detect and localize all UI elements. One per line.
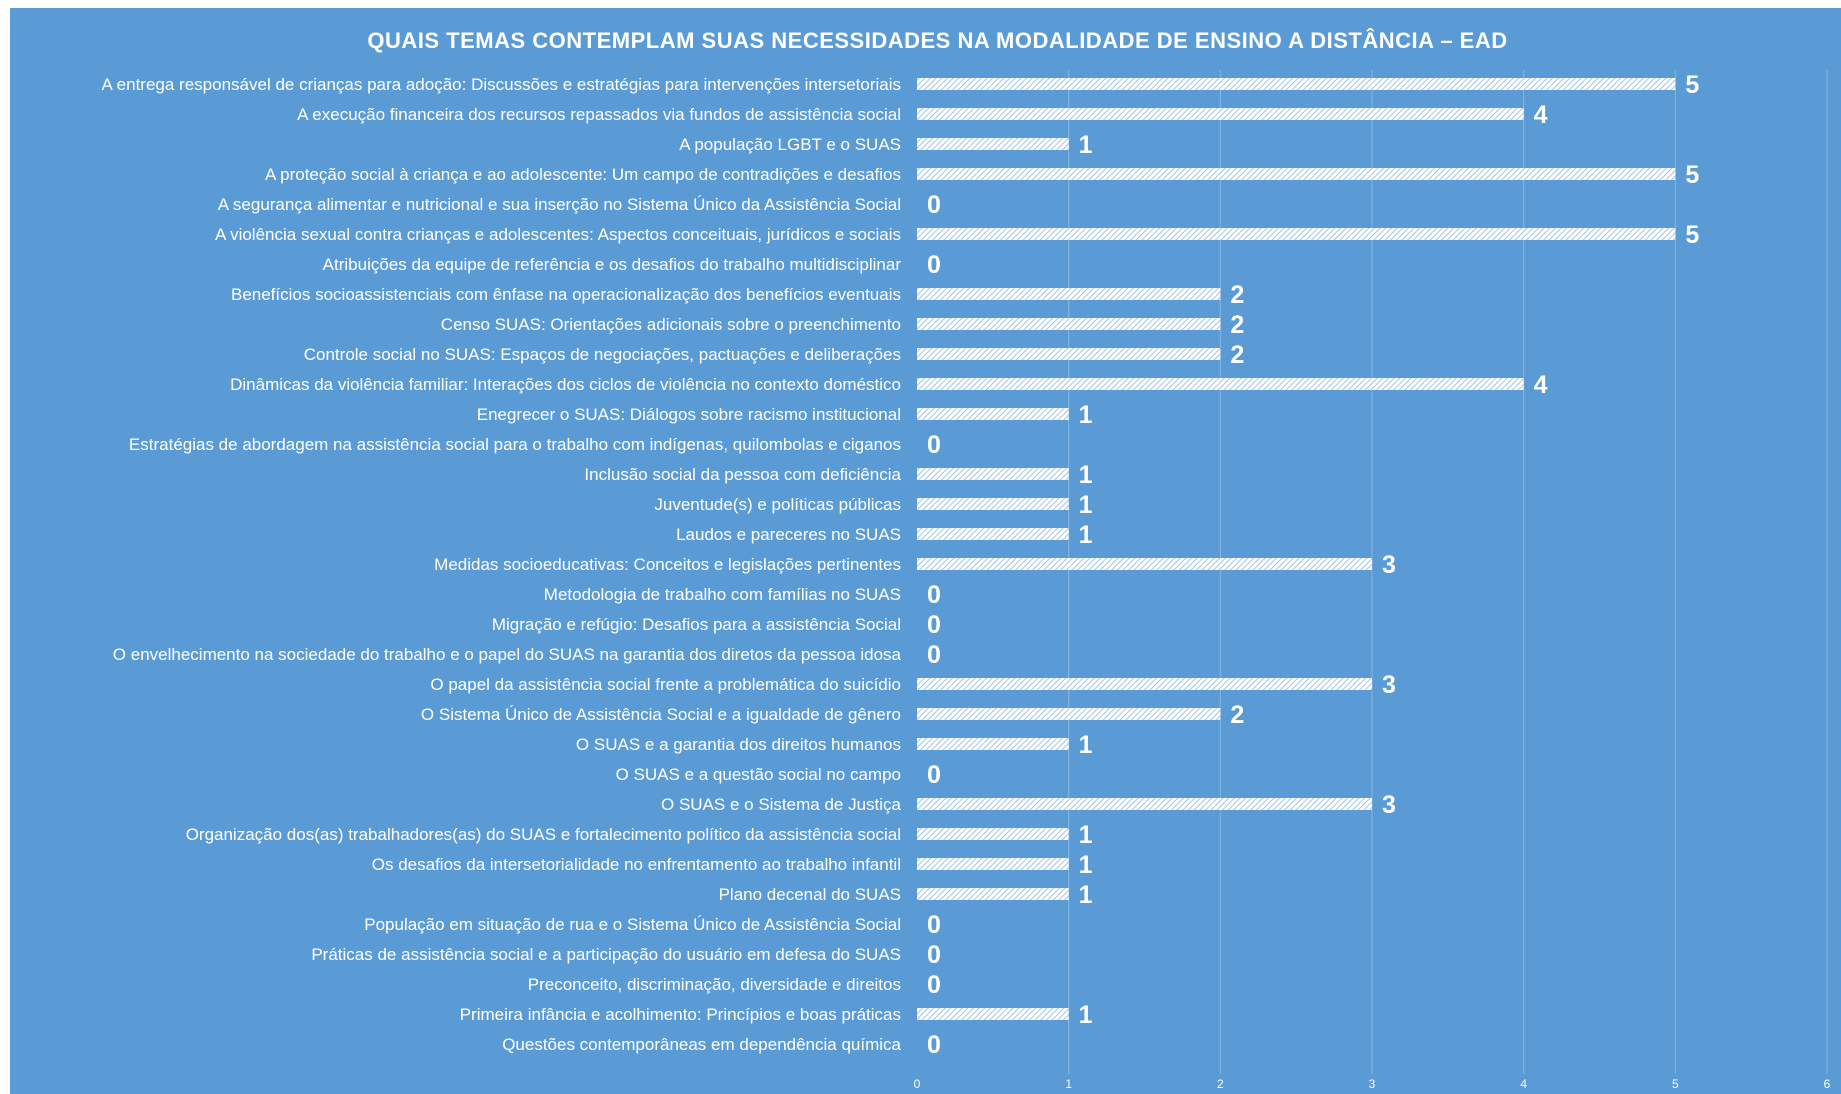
category-label: Controle social no SUAS: Espaços de nego… (304, 345, 901, 364)
category-label: Preconceito, discriminação, diversidade … (528, 975, 901, 994)
chart-title: QUAIS TEMAS CONTEMPLAM SUAS NECESSIDADES… (367, 28, 1508, 53)
data-label: 2 (1230, 281, 1244, 309)
data-label: 5 (1685, 161, 1699, 189)
category-label: Organização dos(as) trabalhadores(as) do… (186, 825, 901, 844)
bar (917, 828, 1069, 840)
data-label: 3 (1382, 791, 1396, 819)
bar (917, 678, 1372, 690)
bar (917, 408, 1069, 420)
data-label: 4 (1534, 101, 1548, 129)
category-label: O SUAS e a questão social no campo (616, 765, 901, 784)
bar (917, 318, 1221, 330)
data-label: 3 (1382, 671, 1396, 699)
category-label: Juventude(s) e políticas públicas (654, 495, 901, 514)
data-label: 2 (1230, 341, 1244, 369)
data-label: 1 (1079, 521, 1093, 549)
data-label: 0 (927, 191, 941, 219)
category-label: Dinâmicas da violência familiar: Interaç… (230, 375, 901, 394)
category-label: A proteção social à criança e ao adolesc… (265, 165, 901, 184)
category-label: Estratégias de abordagem na assistência … (129, 435, 901, 454)
category-label: O SUAS e o Sistema de Justiça (661, 795, 902, 814)
category-label: O SUAS e a garantia dos direitos humanos (576, 735, 901, 754)
data-label: 1 (1079, 491, 1093, 519)
category-label: O Sistema Único de Assistência Social e … (421, 705, 901, 724)
data-label: 0 (927, 971, 941, 999)
data-label: 1 (1079, 821, 1093, 849)
bar (917, 498, 1069, 510)
data-label: 1 (1079, 881, 1093, 909)
data-label: 1 (1079, 131, 1093, 159)
category-label: O envelhecimento na sociedade do trabalh… (113, 645, 902, 664)
category-label: A segurança alimentar e nutricional e su… (218, 195, 901, 214)
category-label: Os desafios da intersetorialidade no enf… (372, 855, 901, 874)
x-tick-label: 1 (1065, 1077, 1072, 1091)
x-tick-label: 0 (914, 1077, 921, 1091)
data-label: 1 (1079, 401, 1093, 429)
x-tick-label: 3 (1369, 1077, 1376, 1091)
category-label: Plano decenal do SUAS (719, 885, 901, 904)
category-label: Primeira infância e acolhimento: Princíp… (460, 1005, 901, 1024)
data-label: 2 (1230, 311, 1244, 339)
category-label: Benefícios socioassistenciais com ênfase… (231, 285, 901, 304)
bar (917, 858, 1069, 870)
category-label: Metodologia de trabalho com famílias no … (544, 585, 901, 604)
bar (917, 78, 1676, 90)
data-label: 1 (1079, 851, 1093, 879)
category-label: Censo SUAS: Orientações adicionais sobre… (441, 315, 901, 334)
category-label: Inclusão social da pessoa com deficiênci… (584, 465, 901, 484)
x-tick-label: 4 (1520, 1077, 1527, 1091)
bar (917, 348, 1221, 360)
data-label: 1 (1079, 731, 1093, 759)
bar (917, 108, 1524, 120)
category-label: População em situação de rua e o Sistema… (364, 915, 901, 934)
bar (917, 558, 1372, 570)
x-tick-label: 2 (1217, 1077, 1224, 1091)
data-label: 0 (927, 761, 941, 789)
data-label: 0 (927, 911, 941, 939)
data-label: 4 (1534, 371, 1548, 399)
category-label: Enegrecer o SUAS: Diálogos sobre racismo… (477, 405, 901, 424)
chart-svg: A entrega responsável de crianças para a… (102, 70, 1831, 1091)
data-label: 0 (927, 611, 941, 639)
data-label: 0 (927, 431, 941, 459)
category-label: Práticas de assistência social e a parti… (311, 945, 901, 964)
bar (917, 1008, 1069, 1020)
bar (917, 468, 1069, 480)
category-label: Medidas socioeducativas: Conceitos e leg… (434, 555, 901, 574)
data-label: 2 (1230, 701, 1244, 729)
data-label: 1 (1079, 461, 1093, 489)
data-label: 1 (1079, 1001, 1093, 1029)
bar (917, 738, 1069, 750)
chart-area: QUAIS TEMAS CONTEMPLAM SUAS NECESSIDADES… (10, 8, 1841, 1094)
bar (917, 168, 1676, 180)
category-label: A violência sexual contra crianças e ado… (215, 225, 901, 244)
bar (917, 228, 1676, 240)
data-label: 0 (927, 581, 941, 609)
category-label: O papel da assistência social frente a p… (430, 675, 901, 694)
bar (917, 708, 1221, 720)
data-label: 0 (927, 941, 941, 969)
bar (917, 378, 1524, 390)
bar (917, 888, 1069, 900)
bar (917, 528, 1069, 540)
data-label: 0 (927, 1031, 941, 1059)
bar (917, 138, 1069, 150)
bar (917, 798, 1372, 810)
category-label: A entrega responsável de crianças para a… (102, 75, 901, 94)
category-label: Atribuições da equipe de referência e os… (323, 255, 902, 274)
bar (917, 288, 1221, 300)
data-label: 0 (927, 641, 941, 669)
data-label: 5 (1685, 71, 1699, 99)
category-label: A execução financeira dos recursos repas… (297, 105, 901, 124)
category-label: Questões contemporâneas em dependência q… (502, 1035, 901, 1054)
x-tick-label: 6 (1824, 1077, 1831, 1091)
x-tick-label: 5 (1672, 1077, 1679, 1091)
data-label: 0 (927, 251, 941, 279)
data-label: 5 (1685, 221, 1699, 249)
data-label: 3 (1382, 551, 1396, 579)
category-label: Migração e refúgio: Desafios para a assi… (492, 615, 901, 634)
category-label: A população LGBT e o SUAS (679, 135, 901, 154)
category-label: Laudos e pareceres no SUAS (676, 525, 901, 544)
